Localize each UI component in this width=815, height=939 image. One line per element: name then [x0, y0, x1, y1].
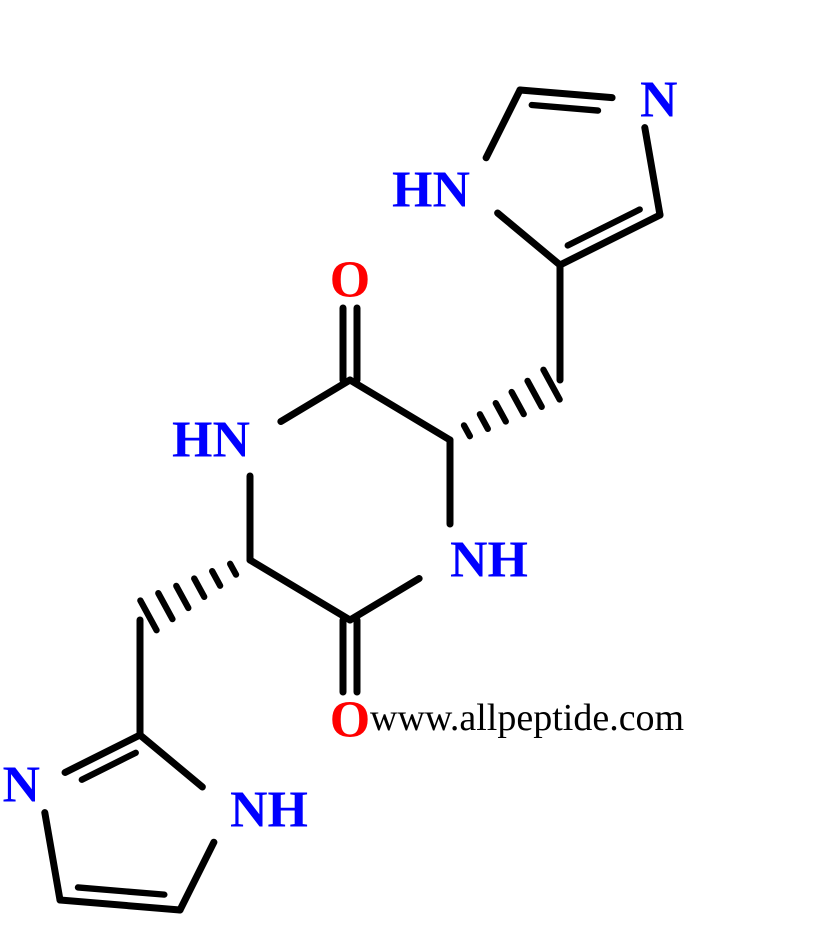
bond-line [350, 579, 419, 620]
atom-label-o: O [330, 252, 370, 309]
bond-line [180, 842, 214, 910]
bond-line [45, 813, 60, 900]
atom-label-n: NH [230, 782, 308, 839]
atom-label-n: N [2, 757, 40, 814]
bond-line [158, 593, 172, 619]
bond-line [512, 392, 524, 414]
bond-line [281, 380, 350, 421]
bond-line [532, 105, 598, 111]
atom-label-o: O [330, 692, 370, 749]
atom-label-n: HN [392, 162, 470, 219]
bond-line [250, 560, 350, 620]
bond-line [528, 381, 542, 407]
bond-line [520, 90, 612, 98]
bond-line [140, 735, 202, 787]
bond-line [480, 414, 488, 429]
bond-line [464, 425, 470, 436]
bond-line [230, 564, 236, 575]
bond-line [645, 128, 660, 215]
bond-line [350, 380, 450, 440]
bond-line [78, 887, 164, 894]
bond-line [496, 403, 506, 421]
atom-label-n: N [640, 72, 678, 129]
bond-line [60, 900, 180, 910]
bond-line [194, 579, 204, 597]
atom-label-n: NH [450, 532, 528, 589]
watermark-text: www.allpeptide.com [370, 697, 684, 739]
bond-line [212, 571, 220, 586]
bond-line [486, 90, 520, 158]
bond-line [498, 213, 560, 265]
bond-line [176, 586, 188, 608]
chemical-structure: HN NH O O HN N NH Nwww.allpeptide.com [0, 0, 815, 939]
atom-label-n: HN [172, 412, 250, 469]
